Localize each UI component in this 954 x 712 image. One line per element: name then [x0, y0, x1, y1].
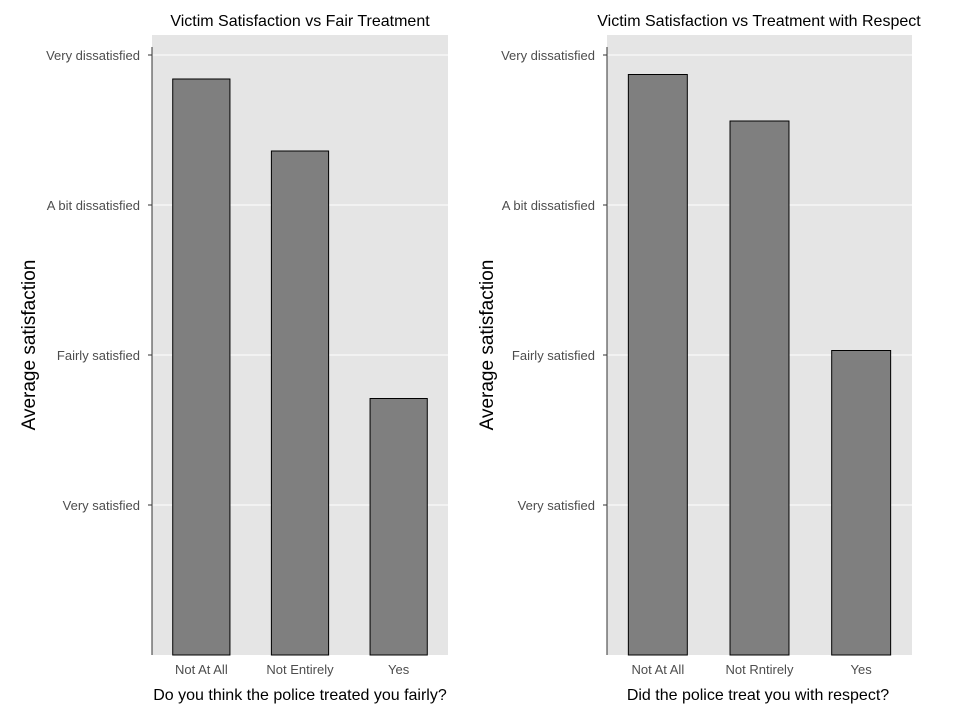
x-tick-label: Not Rntirely — [726, 662, 794, 677]
x-axis-title: Do you think the police treated you fair… — [153, 687, 447, 704]
bar-not-at-all — [172, 78, 231, 656]
y-tick-label: Fairly satisfied — [57, 348, 140, 363]
y-tick-label: Fairly satisfied — [512, 348, 595, 363]
bar-not-entirely — [270, 150, 330, 656]
chart-panel: Very satisfied Fairly satisfied A bit diss… — [19, 13, 448, 704]
bar-not-at-all — [627, 74, 688, 656]
x-tick-label: Yes — [388, 662, 410, 677]
chart-title: Victim Satisfaction vs Treatment with Re… — [597, 13, 921, 30]
y-axis-title: Average satisfaction — [19, 260, 40, 431]
bar-yes — [831, 350, 892, 656]
x-axis-title: Did the police treat you with respect? — [627, 687, 889, 704]
x-tick-label: Not Entirely — [266, 662, 334, 677]
bar-yes — [369, 398, 428, 656]
x-tick-label: Yes — [851, 662, 873, 677]
y-tick-label: Very satisfied — [63, 498, 140, 513]
chart-panel: Very satisfied Fairly satisfied A bit diss… — [477, 13, 921, 704]
chart-title: Victim Satisfaction vs Fair Treatment — [170, 13, 430, 30]
bar-not-rntirely — [729, 120, 790, 656]
y-tick-label: Very dissatisfied — [501, 48, 595, 63]
x-tick-label: Not At All — [175, 662, 228, 677]
y-tick-label: A bit dissatisfied — [47, 198, 140, 213]
x-tick-label: Not At All — [631, 662, 684, 677]
y-tick-label: A bit dissatisfied — [502, 198, 595, 213]
y-tick-label: Very satisfied — [518, 498, 595, 513]
y-axis-title: Average satisfaction — [477, 260, 498, 431]
y-tick-label: Very dissatisfied — [46, 48, 140, 63]
